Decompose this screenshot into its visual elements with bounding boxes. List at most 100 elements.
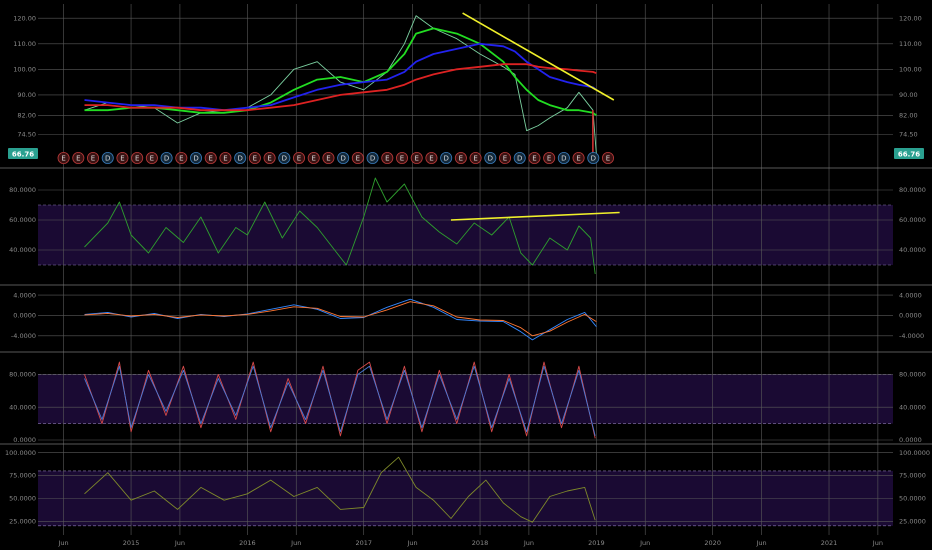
earnings-marker[interactable] — [572, 151, 585, 164]
price-series-line[interactable] — [84, 42, 597, 112]
event-marker[interactable]: D — [278, 151, 291, 164]
oscillator-1-series-line[interactable] — [84, 177, 596, 275]
last-price-label-left: 66.76 — [12, 151, 34, 159]
event-marker[interactable]: D — [484, 151, 497, 164]
event-marker[interactable]: D — [557, 151, 570, 164]
event-marker[interactable]: E — [410, 151, 423, 164]
event-marker[interactable]: D — [440, 151, 453, 164]
earnings-marker[interactable] — [219, 151, 232, 164]
event-marker-label: E — [267, 155, 271, 163]
trendlines[interactable] — [450, 12, 620, 221]
dividend-marker[interactable] — [557, 151, 570, 164]
earnings-marker[interactable] — [57, 151, 70, 164]
dividend-marker[interactable] — [160, 151, 173, 164]
earnings-marker[interactable] — [425, 151, 438, 164]
y-tick-label-right: 50.0000 — [899, 495, 926, 503]
dividend-marker[interactable] — [337, 151, 350, 164]
earnings-marker[interactable] — [543, 151, 556, 164]
event-marker[interactable]: E — [145, 151, 158, 164]
dividend-marker[interactable] — [513, 151, 526, 164]
event-marker[interactable]: E — [116, 151, 129, 164]
price-series-line[interactable] — [84, 27, 597, 117]
event-marker[interactable]: E — [602, 151, 615, 164]
event-marker[interactable]: E — [469, 151, 482, 164]
earnings-marker[interactable] — [351, 151, 364, 164]
event-marker[interactable]: E — [72, 151, 85, 164]
stochastic-series-line[interactable] — [84, 361, 596, 439]
earnings-marker[interactable] — [396, 151, 409, 164]
event-marker[interactable]: E — [293, 151, 306, 164]
event-marker[interactable]: E — [87, 151, 100, 164]
oscillator-2-series-line[interactable] — [84, 456, 596, 523]
event-marker[interactable]: D — [234, 151, 247, 164]
earnings-marker[interactable] — [131, 151, 144, 164]
dividend-marker[interactable] — [484, 151, 497, 164]
price-trendline[interactable] — [462, 12, 615, 101]
oscillator-trendline[interactable] — [450, 211, 620, 221]
event-marker[interactable]: E — [454, 151, 467, 164]
event-marker[interactable]: E — [322, 151, 335, 164]
dividend-marker[interactable] — [278, 151, 291, 164]
event-marker-label: D — [443, 155, 448, 163]
earnings-marker[interactable] — [322, 151, 335, 164]
event-marker[interactable]: E — [543, 151, 556, 164]
earnings-marker[interactable] — [381, 151, 394, 164]
event-marker[interactable]: D — [587, 151, 600, 164]
event-marker[interactable]: E — [381, 151, 394, 164]
event-marker[interactable]: E — [425, 151, 438, 164]
dividend-marker[interactable] — [366, 151, 379, 164]
earnings-marker[interactable] — [116, 151, 129, 164]
event-marker[interactable]: D — [160, 151, 173, 164]
event-marker[interactable]: E — [219, 151, 232, 164]
dividend-marker[interactable] — [190, 151, 203, 164]
price-series-line[interactable] — [84, 15, 597, 155]
event-marker[interactable]: E — [351, 151, 364, 164]
event-marker[interactable]: E — [175, 151, 188, 164]
dividend-marker[interactable] — [440, 151, 453, 164]
earnings-marker[interactable] — [204, 151, 217, 164]
event-marker[interactable]: E — [204, 151, 217, 164]
earnings-marker[interactable] — [602, 151, 615, 164]
event-marker-label: D — [105, 155, 110, 163]
earnings-marker[interactable] — [454, 151, 467, 164]
event-marker[interactable]: D — [513, 151, 526, 164]
event-marker[interactable]: E — [57, 151, 70, 164]
event-marker[interactable]: D — [190, 151, 203, 164]
event-marker[interactable]: E — [307, 151, 320, 164]
event-marker[interactable]: D — [366, 151, 379, 164]
earnings-marker[interactable] — [145, 151, 158, 164]
stochastic-series-line[interactable] — [84, 365, 596, 437]
event-marker[interactable]: D — [101, 151, 114, 164]
event-marker[interactable]: E — [131, 151, 144, 164]
event-marker-label: D — [488, 155, 493, 163]
event-marker[interactable]: E — [572, 151, 585, 164]
dividend-marker[interactable] — [234, 151, 247, 164]
earnings-marker[interactable] — [175, 151, 188, 164]
earnings-marker[interactable] — [72, 151, 85, 164]
earnings-marker[interactable] — [528, 151, 541, 164]
earnings-marker[interactable] — [293, 151, 306, 164]
event-marker[interactable]: E — [263, 151, 276, 164]
y-tick-label-left: 0.0000 — [13, 436, 36, 444]
event-marker[interactable]: D — [337, 151, 350, 164]
event-marker[interactable]: E — [248, 151, 261, 164]
price-series-line[interactable] — [84, 63, 597, 112]
macd-series-line[interactable] — [84, 298, 597, 341]
earnings-marker[interactable] — [499, 151, 512, 164]
event-marker[interactable]: E — [499, 151, 512, 164]
event-marker-label: D — [164, 155, 169, 163]
earnings-marker[interactable] — [87, 151, 100, 164]
dividend-marker[interactable] — [587, 151, 600, 164]
event-marker[interactable]: E — [396, 151, 409, 164]
earnings-marker[interactable] — [410, 151, 423, 164]
earnings-marker[interactable] — [248, 151, 261, 164]
earnings-marker[interactable] — [263, 151, 276, 164]
event-marker[interactable]: E — [528, 151, 541, 164]
x-tick-label: 2018 — [472, 539, 489, 547]
earnings-marker[interactable] — [469, 151, 482, 164]
macd-series-line[interactable] — [84, 301, 597, 337]
earnings-marker[interactable] — [307, 151, 320, 164]
dividend-marker[interactable] — [101, 151, 114, 164]
